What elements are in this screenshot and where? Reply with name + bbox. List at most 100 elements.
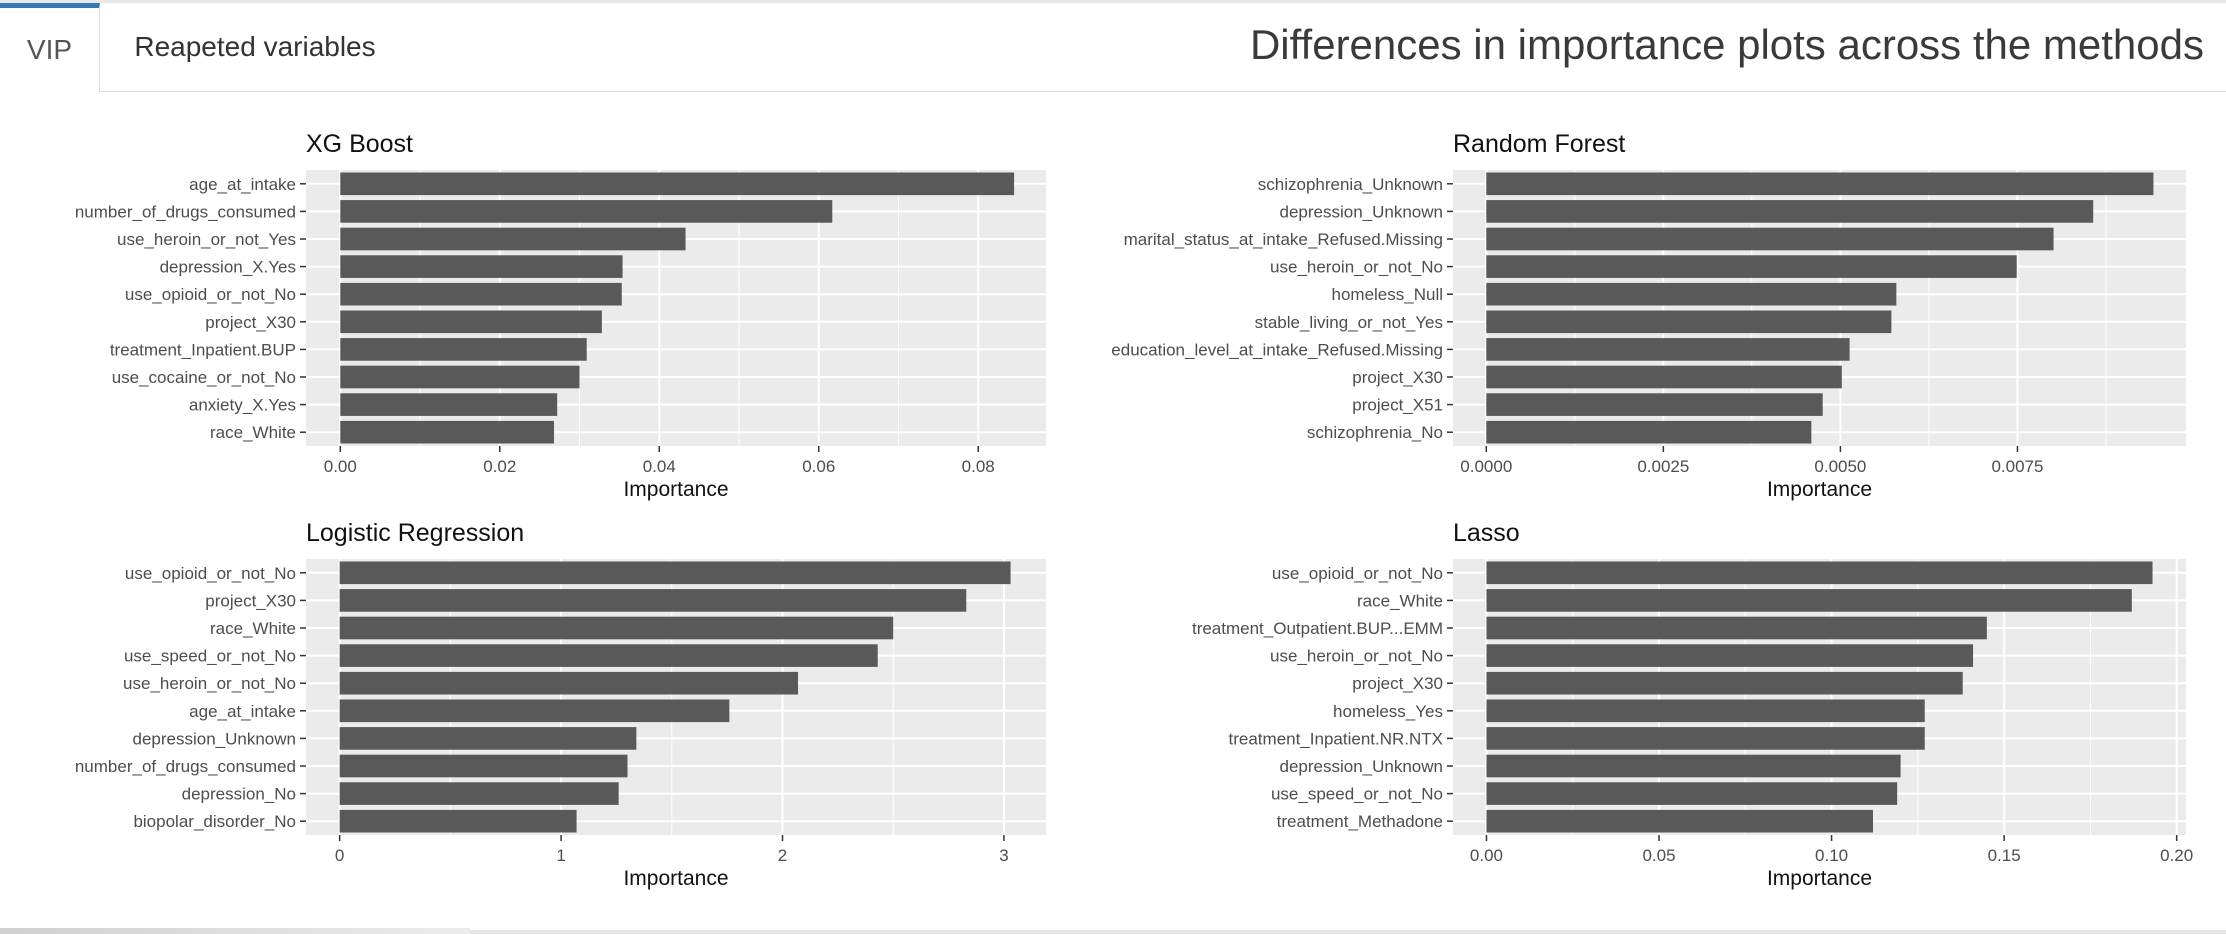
y-tick-label: use_speed_or_not_No bbox=[124, 647, 296, 666]
bar-use_speed_or_not_No bbox=[1486, 782, 1898, 805]
bar-race_White bbox=[1486, 589, 2132, 612]
bar-homeless_Null bbox=[1486, 282, 1897, 306]
bar-use_heroin_or_not_No bbox=[1486, 644, 1974, 667]
x-tick-label: 0.0000 bbox=[1460, 457, 1512, 476]
bar-education_level_at_intake_Refused.Missing bbox=[1486, 338, 1850, 361]
x-tick-label: 0.10 bbox=[1815, 846, 1848, 865]
bar-use_speed_or_not_No bbox=[339, 644, 878, 667]
x-tick-label: 0.20 bbox=[2160, 846, 2193, 865]
bar-treatment_Inpatient.NR.NTX bbox=[1486, 727, 1925, 750]
y-tick-label: race_White bbox=[210, 619, 296, 638]
x-tick-label: 0.0025 bbox=[1637, 457, 1689, 476]
bar-treatment_Inpatient.BUP bbox=[340, 338, 587, 361]
x-tick-label: 1 bbox=[556, 846, 565, 865]
y-tick-label: race_White bbox=[1357, 591, 1443, 610]
y-tick-label: depression_No bbox=[182, 785, 296, 804]
tab-vip[interactable]: VIP bbox=[0, 3, 100, 92]
bar-schizophrenia_Unknown bbox=[1486, 172, 2154, 196]
y-tick-label: project_X30 bbox=[1352, 674, 1443, 693]
y-tick-label: treatment_Outpatient.BUP...EMM bbox=[1192, 619, 1443, 638]
bar-treatment_Methadone bbox=[1486, 809, 1873, 833]
horizontal-scrollbar[interactable] bbox=[0, 928, 470, 934]
x-axis-label: Importance bbox=[623, 478, 728, 501]
chart-3: use_opioid_or_not_No project_X30 race_Whit… bbox=[75, 519, 1046, 890]
chart-2: schizophrenia_Unknown depression_Unknownm… bbox=[1111, 130, 2186, 501]
bar-project_X51 bbox=[1486, 393, 1823, 416]
bar-treatment_Outpatient.BUP...EMM bbox=[1486, 616, 1987, 640]
chart-title: Random Forest bbox=[1453, 130, 1625, 158]
page-title: Differences in importance plots across t… bbox=[1249, 21, 2204, 68]
bar-use_heroin_or_not_No bbox=[1486, 255, 2017, 278]
x-tick-label: 0.0050 bbox=[1814, 457, 1866, 476]
bar-number_of_drugs_consumed bbox=[340, 200, 833, 223]
y-tick-label: use_cocaine_or_not_No bbox=[112, 368, 296, 387]
chart-title: Logistic Regression bbox=[306, 519, 524, 547]
y-tick-label: schizophrenia_Unknown bbox=[1258, 175, 1443, 194]
bar-anxiety_X.Yes bbox=[340, 393, 558, 416]
y-tick-label: biopolar_disorder_No bbox=[133, 812, 296, 831]
bar-schizophrenia_No bbox=[1486, 420, 1812, 444]
bottom-border bbox=[0, 930, 2226, 934]
y-tick-label: stable_living_or_not_Yes bbox=[1255, 313, 1443, 332]
y-tick-label: use_heroin_or_not_No bbox=[1270, 647, 1443, 666]
bar-use_opioid_or_not_No bbox=[339, 561, 1011, 585]
chart-4: use_opioid_or_not_No race_White treatment_… bbox=[1192, 519, 2193, 890]
x-axis-label: Importance bbox=[1767, 867, 1872, 890]
bar-use_heroin_or_not_No bbox=[339, 671, 799, 695]
bar-use_heroin_or_not_Yes bbox=[340, 227, 686, 251]
bar-use_opioid_or_not_No bbox=[340, 282, 622, 306]
bar-race_White bbox=[340, 420, 554, 444]
tab-repeated-variables[interactable]: Reapeted variables bbox=[134, 31, 376, 62]
tab-bar: VIP Reapeted variables Differences in im… bbox=[0, 3, 2226, 92]
bar-marital_status_at_intake_Refused.Missing bbox=[1486, 227, 2054, 251]
bar-depression_X.Yes bbox=[340, 255, 623, 278]
bar-number_of_drugs_consumed bbox=[339, 754, 628, 778]
y-tick-label: treatment_Methadone bbox=[1277, 812, 1443, 831]
top-border bbox=[0, 0, 2226, 3]
x-tick-label: 2 bbox=[778, 846, 787, 865]
x-tick-label: 0.08 bbox=[962, 457, 995, 476]
x-tick-label: 0.05 bbox=[1642, 846, 1675, 865]
x-tick-label: 0 bbox=[335, 846, 344, 865]
y-tick-label: treatment_Inpatient.NR.NTX bbox=[1229, 729, 1443, 748]
bar-race_White bbox=[339, 616, 894, 640]
bar-stable_living_or_not_Yes bbox=[1486, 310, 1892, 334]
x-tick-label: 0.0075 bbox=[1991, 457, 2043, 476]
y-tick-label: age_at_intake bbox=[189, 702, 296, 721]
y-tick-label: anxiety_X.Yes bbox=[189, 396, 296, 415]
y-tick-label: education_level_at_intake_Refused.Missin… bbox=[1111, 340, 1443, 359]
y-tick-label: homeless_Null bbox=[1332, 285, 1444, 304]
y-tick-label: race_White bbox=[210, 423, 296, 442]
bar-depression_Unknown bbox=[1486, 200, 2094, 223]
chart-1: age_at_intake number_of_drugs_consumeduse… bbox=[75, 130, 1046, 501]
x-axis-label: Importance bbox=[1767, 478, 1872, 501]
y-tick-label: project_X51 bbox=[1352, 396, 1443, 415]
y-tick-label: schizophrenia_No bbox=[1307, 423, 1443, 442]
y-tick-label: depression_Unknown bbox=[1280, 757, 1444, 776]
x-tick-label: 0.00 bbox=[1470, 846, 1503, 865]
bar-project_X30 bbox=[339, 589, 967, 612]
x-tick-label: 0.02 bbox=[483, 457, 516, 476]
bar-homeless_Yes bbox=[1486, 699, 1925, 723]
y-tick-label: number_of_drugs_consumed bbox=[75, 202, 296, 221]
y-tick-label: project_X30 bbox=[1352, 368, 1443, 387]
chart-title: XG Boost bbox=[306, 130, 413, 158]
y-tick-label: use_heroin_or_not_No bbox=[1270, 258, 1443, 277]
y-tick-label: project_X30 bbox=[205, 313, 296, 332]
bar-project_X30 bbox=[1486, 671, 1963, 695]
bar-use_opioid_or_not_No bbox=[1486, 561, 2153, 585]
bar-depression_Unknown bbox=[1486, 754, 1901, 778]
y-tick-label: depression_Unknown bbox=[133, 729, 297, 748]
y-tick-label: depression_Unknown bbox=[1280, 202, 1444, 221]
chart-title: Lasso bbox=[1453, 519, 1520, 547]
bar-age_at_intake bbox=[339, 699, 730, 723]
bar-depression_Unknown bbox=[339, 727, 637, 750]
x-tick-label: 3 bbox=[999, 846, 1008, 865]
bar-use_cocaine_or_not_No bbox=[340, 365, 580, 389]
y-tick-label: project_X30 bbox=[205, 591, 296, 610]
y-tick-label: use_speed_or_not_No bbox=[1271, 785, 1443, 804]
y-tick-label: use_heroin_or_not_No bbox=[123, 674, 296, 693]
y-tick-label: use_heroin_or_not_Yes bbox=[117, 230, 296, 249]
x-tick-label: 0.04 bbox=[643, 457, 676, 476]
x-tick-label: 0.15 bbox=[1988, 846, 2021, 865]
